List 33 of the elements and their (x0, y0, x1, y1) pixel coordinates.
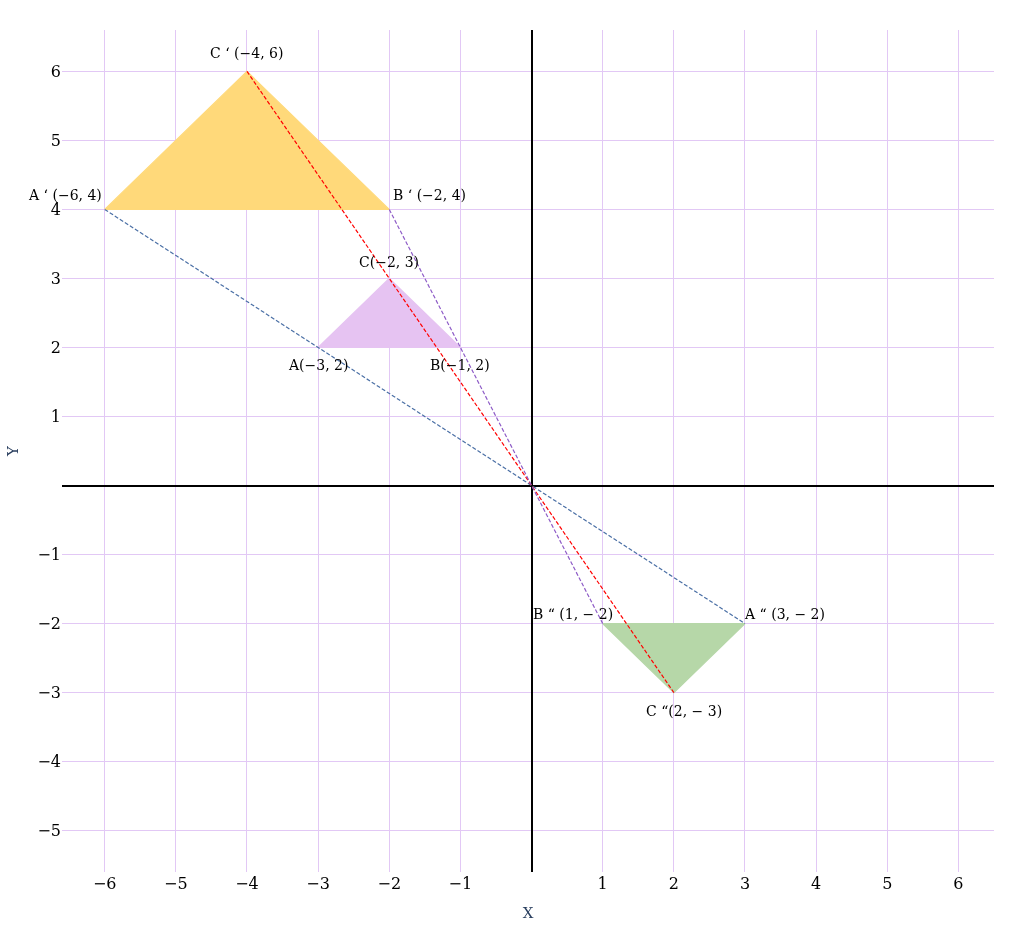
x-tick-label: −5 (164, 874, 188, 893)
x-tick-label: −1 (448, 874, 473, 893)
x-axis-title: X (522, 904, 534, 922)
y-tick-label: −5 (37, 821, 61, 841)
y-axis-title: Y (3, 444, 22, 457)
y-tick-label: 2 (50, 338, 61, 358)
y-tick-label: −4 (37, 752, 61, 772)
y-tick-label: −3 (37, 683, 61, 703)
x-tick-label: −2 (377, 874, 402, 893)
annotation: C ‘ (−4, 6) (210, 45, 284, 61)
x-tick-label: 4 (811, 874, 822, 893)
x-tick-label: 5 (882, 874, 893, 893)
annotation: B “ (1, − 2) (533, 606, 614, 622)
y-tick-label: −2 (37, 614, 61, 634)
y-tick-label: 1 (50, 407, 61, 427)
annotation: B ‘ (−2, 4) (393, 187, 467, 203)
annotation: A “ (3, − 2) (744, 606, 825, 622)
x-tick-label: −4 (235, 874, 259, 893)
y-tick-label: −1 (37, 545, 61, 565)
y-tick-label: 6 (50, 62, 61, 82)
x-tick-label: −3 (306, 874, 330, 893)
y-tick-label: 5 (50, 131, 61, 151)
annotation: A ‘ (−6, 4) (28, 187, 102, 203)
annotation: A(−3, 2) (288, 357, 349, 373)
annotation: B(−1, 2) (430, 357, 490, 373)
x-tick-label: 2 (668, 874, 679, 893)
y-tick-label: 3 (50, 269, 61, 289)
x-tick-label: 6 (953, 874, 964, 893)
annotation: C “(2, − 3) (646, 703, 723, 719)
x-tick-label: 3 (739, 874, 751, 893)
annotation: C(−2, 3) (359, 254, 420, 270)
x-tick-label: −6 (92, 874, 117, 893)
x-tick-label: 1 (597, 874, 608, 893)
